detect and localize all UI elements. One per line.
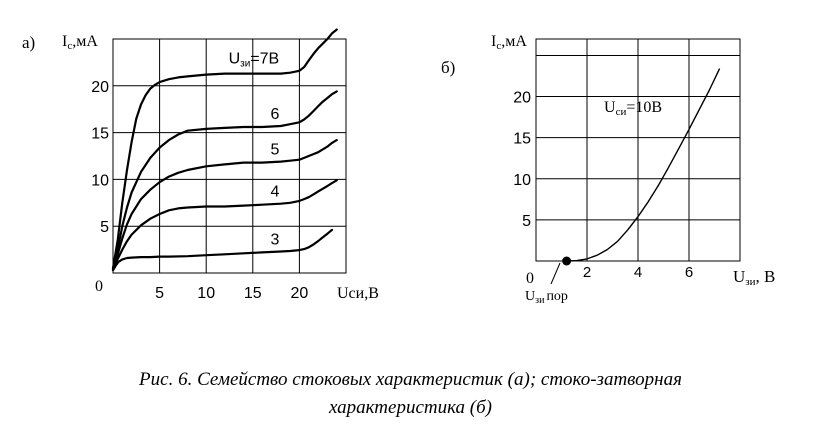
chart-a-x-tick-label: 5 [155,285,164,302]
chart-a-ylabel: Iс,мА [62,33,98,52]
chart-b-x-tick-label: 2 [583,264,591,281]
chart-b: б) Iс,мА 2 4 6 5 10 15 20 0 Uзи, В Uси=10В Uзи… [441,33,775,306]
caption-line-2: характеристика (б) [328,397,492,418]
chart-b-ylabel: Iс,мА [491,33,527,52]
chart-a-series-label: 3 [271,231,280,248]
chart-a-series-line [111,139,338,270]
chart-b-y-tick-label: 5 [522,213,531,230]
chart-b-y-tick-label: 10 [513,172,531,189]
chart-a-frame [112,38,347,274]
chart-a-series-line [111,28,338,270]
chart-a-series-label: 6 [271,106,280,123]
chart-a-series [111,28,338,272]
chart-b-y-tick-label: 15 [513,131,531,148]
chart-a-series-line [111,179,338,271]
chart-b-y-tick-label: 20 [513,90,531,107]
chart-a-y-tick-label: 10 [91,172,109,189]
chart-a-series-label: 4 [271,184,280,201]
chart-a-grid [112,38,347,274]
chart-a-tick-labels: 5 10 15 20 5 10 15 20 [91,79,308,302]
chart-a-y-tick-label: 15 [91,126,109,143]
chart-a-x-tick-label: 15 [244,285,262,302]
chart-a-series-line [111,90,338,270]
chart-a-y-tick-label: 5 [100,219,109,236]
caption-line-1: Рис. 6. Семейство стоковых характеристик… [139,369,682,390]
chart-a-series-label: Uзи=7В [229,51,280,70]
panel-a-label: а) [22,33,35,52]
panel-b-label: б) [441,58,455,77]
chart-b-annotation: Uси=10В [604,99,662,118]
chart-b-tick-labels: 2 4 6 5 10 15 20 [513,90,693,281]
chart-a-x-tick-label: 10 [197,285,215,302]
figure-caption: Рис. 6. Семейство стоковых характеристик… [0,366,821,422]
chart-b-xlabel: Uзи, В [733,267,775,288]
chart-a-series-label: 5 [271,142,280,159]
chart-b-origin-label: 0 [526,270,534,287]
chart-b-grid [535,38,741,262]
chart-b-series-line [566,68,721,262]
chart-a-origin-label: 0 [95,278,103,295]
chart-a-series-line [111,228,334,272]
threshold-leader-line [550,262,561,285]
chart-a-xlabel: Uси,В [337,285,379,302]
threshold-label: Uзи пор [525,289,568,306]
chart-b-series [562,68,721,266]
chart-a-x-tick-label: 20 [291,285,309,302]
chart-a-y-tick-label: 20 [91,79,109,96]
chart-b-x-tick-label: 4 [634,264,642,281]
chart-b-x-tick-label: 6 [685,264,693,281]
threshold-point [562,256,572,266]
chart-a-series-labels: Uзи=7В 6 5 4 3 [229,51,280,249]
